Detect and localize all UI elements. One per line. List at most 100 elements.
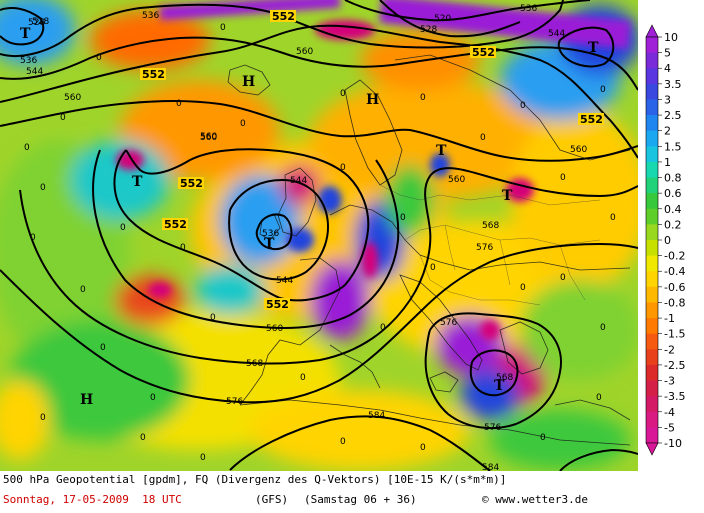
legend-swatch (646, 115, 658, 132)
isoline-label-528: 528 (420, 25, 437, 35)
legend-swatch (646, 411, 658, 428)
legend-swatch (646, 177, 658, 194)
label-bg (264, 298, 290, 310)
coastline (239, 399, 631, 446)
isoline-520 (344, 0, 591, 22)
isoline-label-552: 552 (580, 113, 603, 126)
field-patch (362, 242, 378, 278)
field-band (159, 0, 341, 21)
field-patch (385, 165, 435, 235)
legend-swatch (646, 37, 658, 54)
zero-marker: 0 (40, 413, 46, 423)
legend-tick-label: -0.8 (664, 296, 685, 309)
legend-tick-label: -0.6 (664, 281, 685, 294)
isoline-label-552: 552 (472, 46, 495, 59)
isoline-label-560: 560 (570, 145, 587, 155)
low-center-marker: T (132, 174, 143, 190)
zero-marker: 0 (150, 393, 156, 403)
field-patch (0, 0, 75, 65)
legend-tick-label: -3 (664, 375, 675, 388)
border-line (559, 244, 586, 301)
legend-swatch (646, 83, 658, 100)
isoline-label-560: 560 (64, 93, 81, 103)
legend-swatch (646, 224, 658, 241)
legend-swatches (645, 24, 659, 456)
coastline (329, 204, 631, 271)
caption-date: Sonntag, 17-05-2009 18 UTC (3, 493, 182, 506)
chart-caption: 500 hPa Geopotential [gpdm], FQ (Diverge… (0, 471, 704, 513)
field-patch (315, 20, 375, 40)
isoline-label-568: 568 (482, 221, 499, 231)
field-patch (520, 280, 638, 380)
legend-tick-label: 0.4 (664, 203, 682, 216)
low-center-marker: T (502, 188, 513, 204)
isoline-label-536: 536 (520, 4, 537, 14)
isoline-568 (19, 167, 638, 365)
legend-swatch (646, 130, 658, 147)
zero-marker: 0 (220, 23, 226, 33)
isoline-584-east (559, 448, 638, 471)
isoline-label-528: 528 (32, 17, 49, 27)
zero-marker: 0 (560, 173, 566, 183)
zero-marker: 0 (140, 433, 146, 443)
coastline (239, 257, 341, 406)
isoline-label-536: 536 (20, 56, 37, 66)
label-bg (162, 218, 188, 230)
isoline-576-low (424, 312, 562, 430)
isoline-label-568: 568 (496, 373, 513, 383)
isoline-560-southwest (92, 149, 400, 329)
legend-tick-label: -1 (664, 312, 675, 325)
high-center-marker: H (242, 74, 255, 90)
isoline-528-north (0, 7, 45, 46)
legend-tick-label: 4 (664, 62, 671, 75)
coastline (344, 79, 403, 186)
legend-tick-label: 2.5 (664, 109, 682, 122)
legend-arrow-bottom (645, 442, 659, 456)
caption-title: 500 hPa Geopotential [gpdm], FQ (Diverge… (3, 473, 507, 486)
legend-tick-label: 0 (664, 234, 671, 247)
border-line (404, 224, 601, 246)
low-center-marker: T (264, 236, 275, 252)
isoline-label-528: 528 (28, 18, 45, 28)
legend-ticks: 10 5 4 3.5 3 2.5 2 1.5 1 0.8 0.6 0.4 0.2 0 -0.2 -0.4 -0.… (658, 31, 685, 450)
zero-marker: 0 (60, 113, 66, 123)
coastline (277, 167, 317, 237)
legend-swatch (646, 240, 658, 257)
legend-swatch (646, 68, 658, 85)
field-patch (310, 80, 550, 200)
field-patch (90, 10, 210, 70)
legend-tick-label: -2.5 (664, 359, 685, 372)
label-bg (178, 177, 204, 189)
legend-swatch (646, 271, 658, 288)
coastline (227, 64, 271, 96)
isoline-label-584: 584 (368, 411, 385, 421)
legend-tick-label: -10 (664, 437, 682, 450)
isoline-label-552: 552 (164, 218, 187, 231)
legend-tick-label: 3 (664, 93, 671, 106)
isoline-label-552: 552 (266, 298, 289, 311)
isoline-label-536: 536 (142, 11, 159, 21)
isoline-label-576: 576 (440, 318, 457, 328)
low-center-marker: T (494, 378, 505, 394)
zero-marker: 0 (340, 89, 346, 99)
label-bg (140, 68, 166, 80)
legend-swatch (646, 286, 658, 303)
isoline-label-544: 544 (548, 29, 565, 39)
isoline-label-544: 544 (276, 276, 293, 286)
coastline (499, 321, 549, 375)
color-legend: 10 5 4 3.5 3 2.5 2 1.5 1 0.8 0.6 0.4 0.2 0 -0.2 -0.4 -0.… (638, 0, 704, 471)
field-patch (360, 30, 480, 90)
legend-graphic: 10 5 4 3.5 3 2.5 2 1.5 1 0.8 0.6 0.4 0.2 0 -0.2 -0.4 -0.… (645, 24, 685, 456)
isoline-labels: 552 552 552 552 552 552 552 520 528 528 … (20, 4, 604, 471)
zero-marker: 0 (340, 437, 346, 447)
map-graphic: 552 552 552 552 552 552 552 520 528 528 … (0, 0, 638, 471)
zero-marker: 0 (480, 133, 486, 143)
field-patch (310, 260, 370, 340)
caption-credit: © www.wetter3.de (482, 493, 588, 506)
isoline-label-576: 576 (484, 423, 501, 433)
low-center-marker: T (20, 26, 31, 42)
border-line (444, 224, 456, 271)
isoline-label-560: 560 (200, 133, 217, 143)
field-patch (148, 282, 172, 298)
zero-marker: 0 (30, 233, 36, 243)
